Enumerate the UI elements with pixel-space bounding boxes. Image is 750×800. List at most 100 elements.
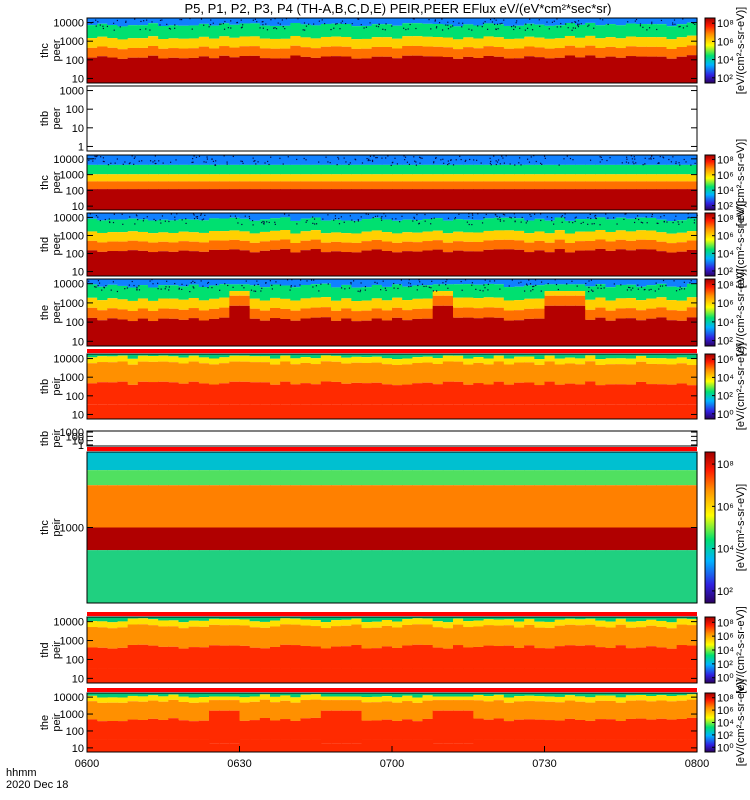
spectro-speckle [131,155,133,157]
y-axis-species-label: peer [51,39,63,61]
spectro-cell [158,452,169,471]
spectro-cell [646,308,657,319]
spectro-cell [219,164,230,175]
spectro-cell [290,354,302,359]
spectro-cell [229,279,241,285]
spectro-speckle [168,27,171,30]
colorbar-tick-label: 10⁸ [717,459,734,471]
spectro-cell [178,219,190,232]
spectro-speckle [138,289,141,291]
spectro-cell [442,743,454,752]
spectro-cell [636,627,647,648]
spectro-speckle [92,21,94,23]
spectro-cell [229,354,241,356]
spectro-speckle [135,214,138,216]
spectro-cell [432,56,444,83]
spectro-speckle [404,156,407,158]
spectro-cell [178,48,190,59]
spectro-cell [483,55,495,83]
spectro-speckle [281,19,283,21]
colorbar-label: [eV/(cm²-s-sr-eV)] [735,679,747,766]
spectro-speckle [203,161,205,163]
spectro-speckle [392,161,394,163]
spectro-cell [158,232,169,242]
colorbar-label: [eV/(cm²-s-sr-eV)] [735,343,747,430]
spectro-cell [473,284,485,299]
spectro-cell [615,617,627,619]
spectro-cell [178,470,190,486]
spectro-speckle [305,221,307,223]
spectro-cell [178,452,190,471]
spectro-cell [290,720,302,740]
spectro-speckle [142,220,144,222]
spectro-speckle [481,222,484,224]
spectro-cell [259,320,271,346]
spectro-cell [636,739,647,752]
spectro-speckle [430,223,432,225]
spectro-cell [473,241,485,252]
spectro-cell [625,550,637,603]
spectro-cell [463,700,474,711]
spectro-cell [605,617,617,622]
spectro-cell [605,700,617,720]
spectro-cell [219,231,230,241]
spectro-cell [107,382,119,405]
spectro-cell [646,363,657,385]
spectro-cell [178,363,190,384]
spectro-cell [554,364,566,385]
spectro-speckle [269,280,271,282]
spectro-cell [585,35,596,46]
spectro-cell [656,155,668,165]
spectro-cell [615,739,627,752]
spectro-cell [686,365,698,386]
spectro-cell [534,648,546,669]
spectro-cell [473,485,485,528]
spectro-cell [615,618,627,625]
spectro-cell [666,286,678,301]
spectro-cell [148,645,159,669]
spectro-cell [148,155,159,165]
spectro-speckle [438,284,440,286]
spectro-speckle [112,281,114,283]
spectro-cell [97,279,108,287]
spectro-cell [168,452,180,471]
spectro-cell [595,230,607,240]
spectro-cell [137,47,149,58]
spectro-cell [137,18,149,26]
spectro-cell [473,308,485,319]
spectro-cell [290,485,302,528]
spectro-cell [148,220,159,234]
spectro-cell [422,550,434,603]
spectro-speckle [94,286,96,288]
spectro-speckle [174,219,176,221]
colorbar-tick-label: 10² [717,391,733,403]
spectro-cell [605,527,617,551]
spectro-cell [514,627,525,648]
spectro-cell [412,55,424,83]
spectro-cell [646,719,657,740]
spectro-cell [453,189,464,210]
spectro-cell [97,56,108,83]
spectro-cell [605,452,617,471]
spectro-cell [239,164,251,175]
spectro-speckle [447,217,450,219]
spectro-speckle [160,222,162,224]
spectro-cell [188,381,200,405]
spectro-cell [453,696,464,701]
spectro-cell [473,219,485,233]
colorbar-tick-label: 10⁶ [717,705,734,717]
spectro-cell [188,241,200,252]
spectro-cell [351,693,363,697]
spectro-speckle [428,286,430,288]
spectro-cell [361,189,373,210]
spectro-speckle [399,221,401,223]
spectro-cell [259,470,271,486]
spectro-cell [646,279,657,286]
spectro-cell [290,45,302,56]
spectro-cell [412,213,424,221]
spectro-cell [524,693,535,696]
colorbar-tick-label: 10⁰ [717,673,734,685]
spectro-speckle [525,222,527,224]
spectro-speckle [230,20,232,22]
